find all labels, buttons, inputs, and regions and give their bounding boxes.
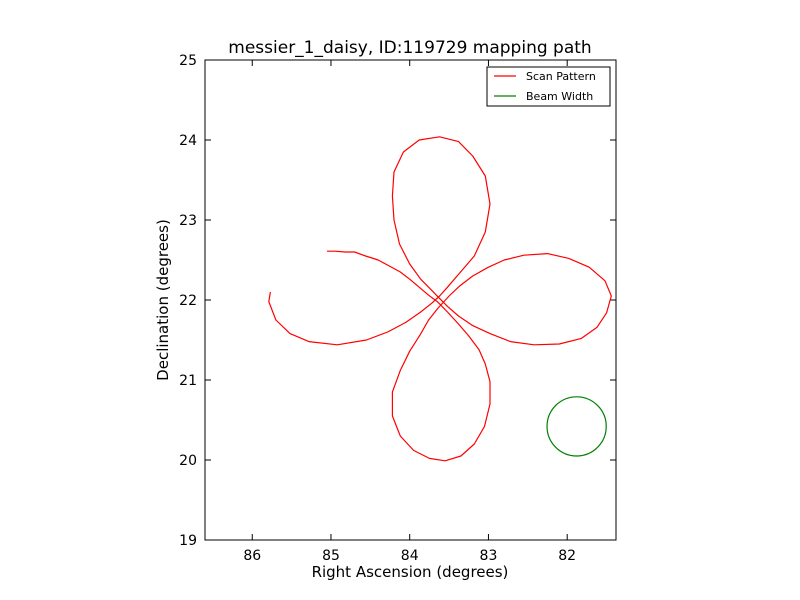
x-axis-ticks: 86 85 84 83 82	[243, 60, 576, 564]
x-tick-label: 83	[480, 548, 498, 564]
series-layer	[268, 136, 612, 462]
y-tick-label: 23	[179, 213, 197, 229]
y-tick-label: 24	[179, 133, 197, 149]
y-tick-label: 20	[179, 453, 197, 469]
x-tick-label: 85	[322, 548, 340, 564]
x-tick-label: 84	[401, 548, 419, 564]
beam-width-circle	[546, 396, 607, 457]
x-tick-label: 82	[558, 548, 576, 564]
y-tick-label: 25	[179, 53, 197, 69]
y-tick-label: 21	[179, 373, 197, 389]
x-tick-label: 86	[243, 548, 261, 564]
plot-frame	[204, 59, 617, 541]
y-axis-label: Declination (degrees)	[154, 219, 172, 381]
legend-beam-width-label: Beam Width	[526, 90, 593, 103]
legend: Scan Pattern Beam Width	[486, 66, 611, 107]
y-tick-label: 19	[179, 533, 197, 549]
y-tick-label: 22	[179, 293, 197, 309]
plot-area	[205, 60, 616, 540]
scan-pattern-line	[268, 136, 612, 462]
legend-box	[486, 66, 611, 107]
x-axis-label: Right Ascension (degrees)	[312, 563, 509, 581]
legend-scan-pattern-label: Scan Pattern	[526, 70, 596, 83]
chart-title: messier_1_daisy, ID:119729 mapping path	[228, 38, 591, 58]
